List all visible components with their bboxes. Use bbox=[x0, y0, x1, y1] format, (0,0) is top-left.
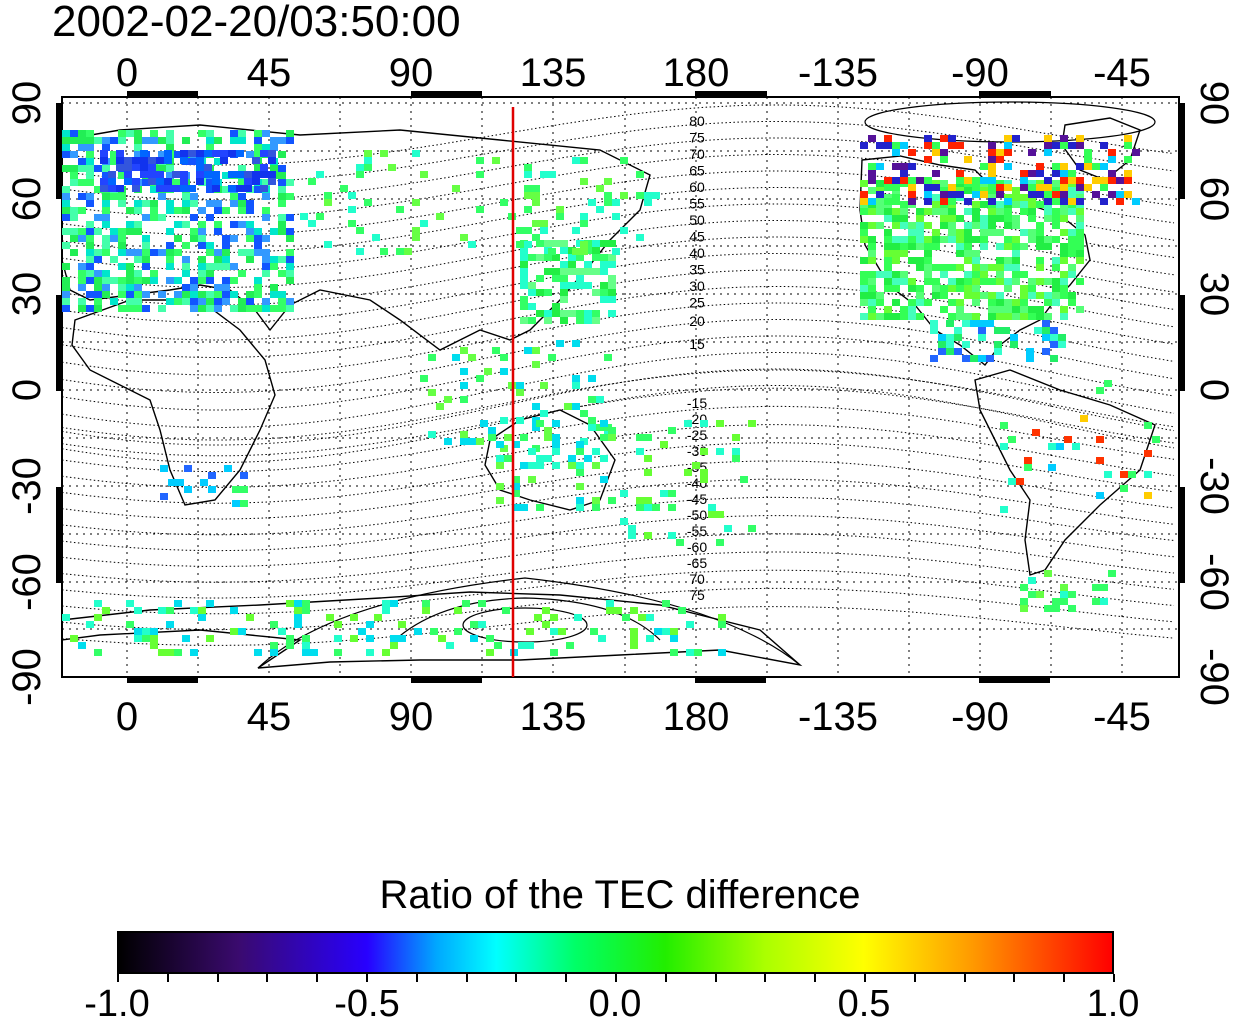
right-lat-tick-label: -30 bbox=[1192, 457, 1236, 515]
bottom-lon-tick-label: 135 bbox=[520, 695, 587, 739]
top-lon-tick-label: 45 bbox=[247, 51, 292, 95]
bottom-lon-tick-label: 0 bbox=[116, 695, 138, 739]
tec-map: 80 75 70 65 60 55 50 45 40 35 30 25 20 15 -15 -20 -25 -30… bbox=[5, 51, 1236, 739]
colorbar-tick-label: 0.0 bbox=[588, 983, 642, 1025]
colorbar-tick bbox=[166, 974, 169, 982]
contour-label-north: 30 bbox=[689, 278, 705, 294]
map-timestamp: 2002-02-20/03:50:00 bbox=[52, 0, 461, 46]
contour-label-south: -65 bbox=[687, 555, 707, 571]
top-lon-tick-label: 180 bbox=[663, 51, 730, 95]
colorbar-tick bbox=[216, 974, 219, 982]
colorbar-tick-label: -1.0 bbox=[84, 983, 150, 1025]
contour-label-north: 60 bbox=[689, 179, 705, 195]
left-lat-tick-label: -60 bbox=[5, 553, 49, 611]
contour-label-north: 75 bbox=[689, 130, 705, 146]
left-lat-tick-label: 60 bbox=[5, 177, 49, 222]
tec-ratio-patches bbox=[62, 130, 1160, 656]
colorbar-tick bbox=[366, 974, 368, 982]
right-lat-tick-label: -60 bbox=[1192, 553, 1236, 611]
contour-label-north: 25 bbox=[689, 295, 705, 311]
right-lat-tick-label: 90 bbox=[1192, 81, 1236, 126]
colorbar-tick bbox=[465, 974, 468, 982]
top-lon-tick-label: 0 bbox=[116, 51, 138, 95]
map-grid bbox=[62, 97, 1179, 677]
colorbar-tick bbox=[814, 974, 817, 982]
right-lat-tick-label: 0 bbox=[1192, 379, 1236, 401]
contour-label-south: -55 bbox=[687, 523, 707, 539]
bottom-lon-tick-label: -45 bbox=[1093, 695, 1151, 739]
contour-label-north: 80 bbox=[689, 113, 705, 129]
bottom-lon-tick-label: 90 bbox=[389, 695, 434, 739]
top-lon-tick-label: -135 bbox=[798, 51, 878, 95]
bottom-lon-tick-label: -90 bbox=[951, 695, 1009, 739]
bottom-lon-tick-label: -135 bbox=[798, 695, 878, 739]
contour-label-north: 65 bbox=[689, 163, 705, 179]
colorbar-tick bbox=[515, 974, 518, 982]
colorbar-tick bbox=[913, 974, 916, 982]
africa-coast bbox=[71, 299, 276, 506]
right-lat-tick-label: 30 bbox=[1192, 272, 1236, 317]
contour-label-south: 70 bbox=[689, 571, 705, 587]
axis-labels: 0 45 90 135 180 -135 -90 -450 45 90 135 180 -135 -90-… bbox=[5, 51, 1236, 739]
top-lon-tick-label: 90 bbox=[389, 51, 434, 95]
colorbar-tick bbox=[714, 974, 717, 982]
contour-label-north: 55 bbox=[689, 196, 705, 212]
colorbar-tick bbox=[415, 974, 418, 982]
map-canvas: 8075706560555045403530252015-15-20-25-30… bbox=[5, 51, 1236, 739]
south-america-coast bbox=[974, 369, 1156, 576]
right-lat-tick-label: 60 bbox=[1192, 177, 1236, 222]
left-lat-tick-label: 0 bbox=[5, 379, 49, 401]
bottom-lon-tick-label: 45 bbox=[247, 695, 292, 739]
top-lon-tick-label: 135 bbox=[520, 51, 587, 95]
contour-label-north: 45 bbox=[689, 229, 705, 245]
colorbar-tick bbox=[1113, 974, 1115, 982]
colorbar-tick bbox=[565, 974, 568, 982]
contour-label-south: -15 bbox=[687, 395, 707, 411]
contour-label-north: 40 bbox=[689, 245, 705, 261]
contour-label-north: 50 bbox=[689, 212, 705, 228]
left-lat-tick-label: 90 bbox=[5, 81, 49, 126]
colorbar-tick bbox=[764, 974, 767, 982]
contour-label-north: 20 bbox=[689, 313, 705, 329]
greenland-coast bbox=[1061, 117, 1141, 181]
contour-label-north: 15 bbox=[689, 336, 705, 352]
colorbar-tick bbox=[316, 974, 319, 982]
colorbar-tick bbox=[864, 974, 866, 982]
colorbar bbox=[117, 931, 1114, 974]
contour-label-north: 35 bbox=[689, 262, 705, 278]
left-lat-tick-label: -90 bbox=[5, 648, 49, 706]
colorbar-tick bbox=[615, 974, 617, 982]
right-lat-tick-label: -90 bbox=[1192, 648, 1236, 706]
colorbar-title: Ratio of the TEC difference bbox=[379, 873, 861, 917]
colorbar-tick bbox=[664, 974, 667, 982]
contour-label-south: 75 bbox=[689, 587, 705, 603]
colorbar-tick-label: 0.5 bbox=[837, 983, 891, 1025]
top-lon-tick-label: -45 bbox=[1093, 51, 1151, 95]
top-lon-tick-label: -90 bbox=[951, 51, 1009, 95]
contour-label-south: -45 bbox=[687, 491, 707, 507]
contour-label-south: -60 bbox=[687, 539, 707, 555]
colorbar-tick bbox=[1013, 974, 1016, 982]
colorbar-tick bbox=[963, 974, 966, 982]
colorbar-tick-label: -0.5 bbox=[334, 983, 400, 1025]
contour-label-south: -50 bbox=[687, 507, 707, 523]
colorbar-tick bbox=[266, 974, 269, 982]
contour-label-south: -25 bbox=[687, 427, 707, 443]
colorbar-tick bbox=[1063, 974, 1066, 982]
bottom-lon-tick-label: 180 bbox=[663, 695, 730, 739]
colorbar-tick-label: 1.0 bbox=[1086, 983, 1140, 1025]
colorbar-tick bbox=[117, 974, 119, 982]
contour-label-north: 70 bbox=[689, 146, 705, 162]
left-lat-tick-label: -30 bbox=[5, 457, 49, 515]
left-lat-tick-label: 30 bbox=[5, 272, 49, 317]
eurasia-coast bbox=[61, 124, 651, 351]
